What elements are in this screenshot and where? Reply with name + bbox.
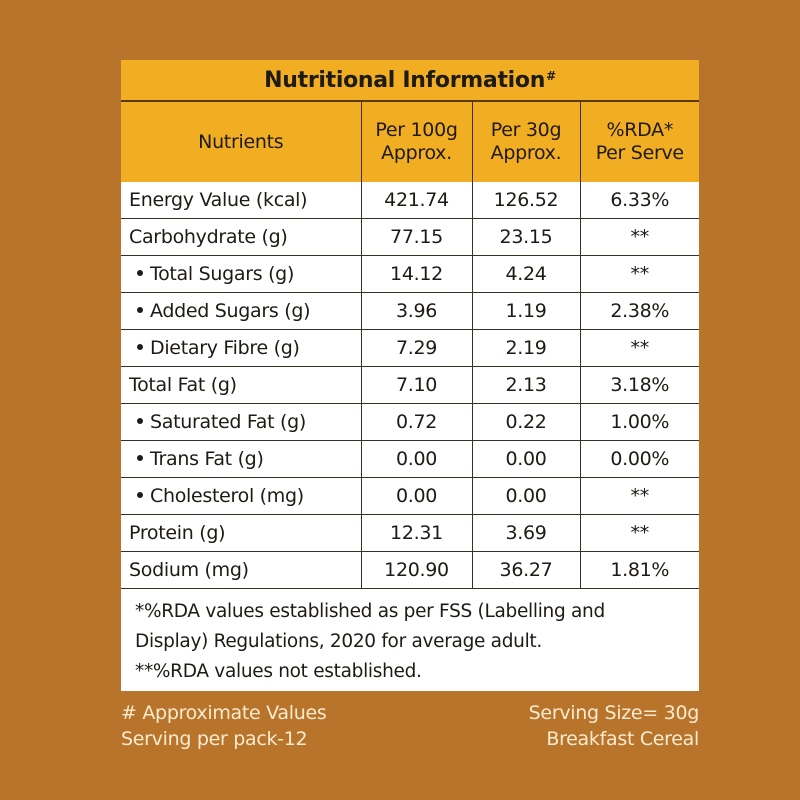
table-row: Protein (g) 12.31 3.69 **: [121, 514, 699, 552]
bullet-icon: [137, 269, 143, 276]
nutrition-title: Nutritional Information #: [121, 60, 699, 102]
footer-right: Serving Size= 30g Breakfast Cereal: [528, 700, 700, 752]
value-rda: **: [579, 477, 699, 515]
header-rda: %RDA* Per Serve: [579, 102, 699, 182]
approximate-values-note: # Approximate Values: [121, 702, 327, 724]
value-per-30g: 36.27: [471, 551, 580, 588]
value-per-30g: 3.69: [471, 514, 580, 552]
table-row: Total Fat (g) 7.10 2.13 3.18%: [121, 366, 699, 404]
value-rda: **: [579, 255, 699, 293]
nutrient-name: Sodium (mg): [121, 551, 361, 588]
nutrient-name: Trans Fat (g): [121, 440, 361, 478]
table-row: Carbohydrate (g) 77.15 23.15 **: [121, 218, 699, 256]
nutrient-name: Added Sugars (g): [121, 292, 361, 330]
serving-size: Serving Size= 30g: [528, 702, 700, 724]
bullet-icon: [137, 343, 143, 350]
nutrient-name: Total Fat (g): [121, 366, 361, 404]
value-per-30g: 4.24: [471, 255, 580, 293]
product-type: Breakfast Cereal: [546, 728, 699, 750]
value-per-30g: 0.00: [471, 440, 580, 478]
value-per-30g: 23.15: [471, 218, 580, 256]
header-per-100g: Per 100g Approx.: [360, 102, 472, 182]
nutrient-name: Protein (g): [121, 514, 361, 552]
table-row: Energy Value (kcal) 421.74 126.52 6.33%: [121, 182, 699, 219]
nutrient-name: Carbohydrate (g): [121, 218, 361, 256]
header-per-30g: Per 30g Approx.: [471, 102, 580, 182]
value-per-100g: 0.00: [360, 440, 472, 478]
value-per-100g: 14.12: [360, 255, 472, 293]
value-rda: 6.33%: [579, 182, 699, 219]
value-rda: 2.38%: [579, 292, 699, 330]
servings-per-pack: Serving per pack-12: [121, 728, 308, 750]
value-per-100g: 7.29: [360, 329, 472, 367]
nutrient-name: Total Sugars (g): [121, 255, 361, 293]
value-per-100g: 120.90: [360, 551, 472, 588]
value-rda: **: [579, 514, 699, 552]
bullet-icon: [137, 417, 143, 424]
value-per-100g: 0.00: [360, 477, 472, 515]
label-footer: # Approximate Values Serving per pack-12…: [121, 700, 699, 752]
value-rda: **: [579, 218, 699, 256]
table-row: Trans Fat (g) 0.00 0.00 0.00%: [121, 440, 699, 478]
value-per-30g: 0.22: [471, 403, 580, 441]
nutrient-name: Saturated Fat (g): [121, 403, 361, 441]
nutrient-name: Cholesterol (mg): [121, 477, 361, 515]
value-per-30g: 126.52: [471, 182, 580, 219]
value-rda: 1.81%: [579, 551, 699, 588]
value-per-30g: 2.19: [471, 329, 580, 367]
bullet-icon: [137, 491, 143, 498]
value-per-100g: 3.96: [360, 292, 472, 330]
nutrition-panel: Nutritional Information # Nutrients Per 1…: [121, 60, 699, 691]
nutrient-name: Energy Value (kcal): [121, 182, 361, 219]
value-rda: 3.18%: [579, 366, 699, 404]
value-per-100g: 12.31: [360, 514, 472, 552]
bullet-icon: [137, 306, 143, 313]
nutrient-name: Dietary Fibre (g): [121, 329, 361, 367]
bullet-icon: [137, 454, 143, 461]
table-row: Total Sugars (g) 14.12 4.24 **: [121, 255, 699, 293]
table-body: Energy Value (kcal) 421.74 126.52 6.33% Carb…: [121, 182, 699, 588]
header-nutrients: Nutrients: [121, 102, 361, 182]
footnote-line: *%RDA values established as per FSS (Lab…: [135, 601, 605, 622]
value-rda: 0.00%: [579, 440, 699, 478]
footnote-line: **%RDA values not established.: [135, 661, 422, 682]
value-per-100g: 421.74: [360, 182, 472, 219]
table-row: Dietary Fibre (g) 7.29 2.19 **: [121, 329, 699, 367]
value-rda: **: [579, 329, 699, 367]
table-row: Saturated Fat (g) 0.72 0.22 1.00%: [121, 403, 699, 441]
table-row: Cholesterol (mg) 0.00 0.00 **: [121, 477, 699, 515]
value-per-100g: 7.10: [360, 366, 472, 404]
value-rda: 1.00%: [579, 403, 699, 441]
table-row: Sodium (mg) 120.90 36.27 1.81%: [121, 551, 699, 588]
value-per-100g: 0.72: [360, 403, 472, 441]
footer-left: # Approximate Values Serving per pack-12: [121, 700, 327, 752]
value-per-30g: 2.13: [471, 366, 580, 404]
title-superscript: #: [546, 69, 556, 83]
value-per-30g: 0.00: [471, 477, 580, 515]
title-text: Nutritional Information: [264, 67, 546, 93]
table-row: Added Sugars (g) 3.96 1.19 2.38%: [121, 292, 699, 330]
nutrition-table: Nutrients Per 100g Approx. Per 30g Approx.…: [121, 102, 699, 588]
footnotes: *%RDA values established as per FSS (Lab…: [121, 588, 699, 691]
footnote-line: Display) Regulations, 2020 for average a…: [135, 631, 542, 652]
value-per-100g: 77.15: [360, 218, 472, 256]
value-per-30g: 1.19: [471, 292, 580, 330]
header-row: Nutrients Per 100g Approx. Per 30g Approx.…: [121, 102, 699, 182]
